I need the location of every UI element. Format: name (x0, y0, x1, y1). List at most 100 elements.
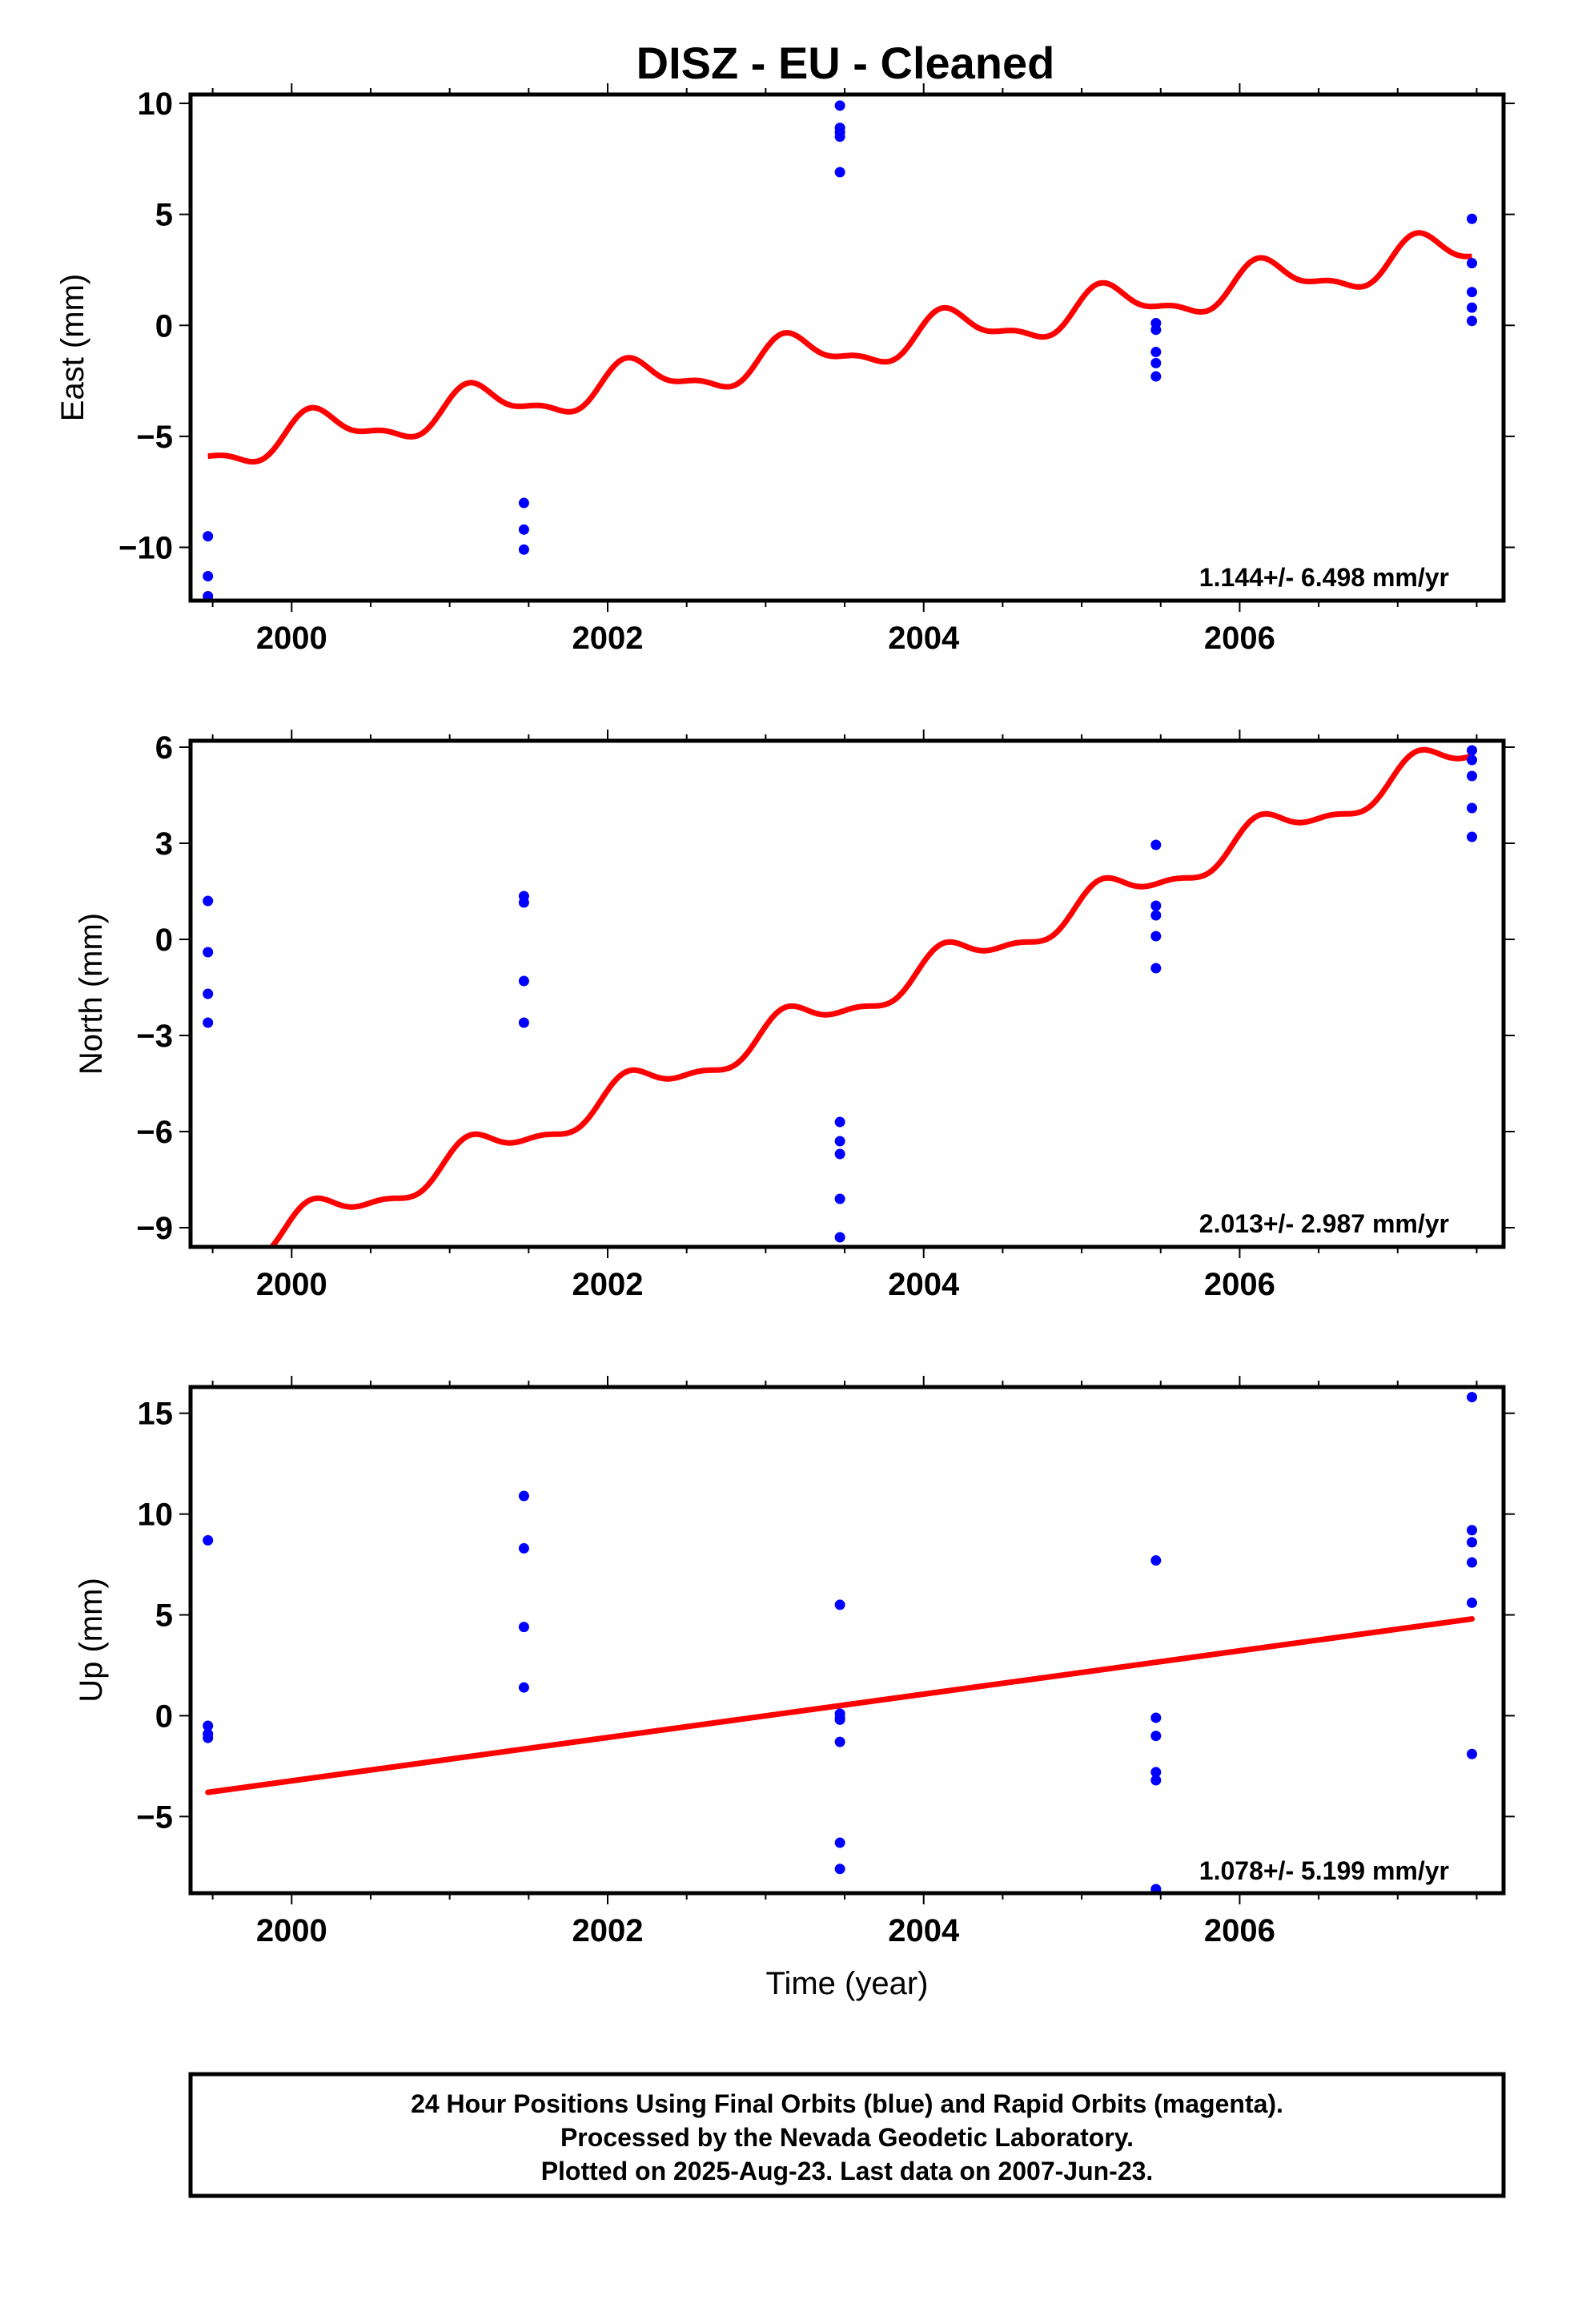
data-point (518, 897, 529, 908)
up-panel: Up (mm) 1.078+/- 5.199 mm/yr Time (year)… (74, 1376, 1515, 2001)
data-point (834, 1148, 845, 1160)
data-point (834, 1599, 845, 1610)
plot-frame (188, 92, 1506, 603)
data-point (1150, 910, 1162, 921)
north-rate-label: 2.013+/- 2.987 mm/yr (1199, 1209, 1449, 1238)
footer-line-2: Processed by the Nevada Geodetic Laborat… (560, 2123, 1134, 2152)
data-point (834, 167, 845, 178)
data-point (518, 497, 529, 509)
y-tick-label: 0 (155, 308, 173, 344)
data-point (518, 1542, 529, 1554)
x-tick-label: 2006 (1204, 621, 1275, 656)
y-tick-label: 5 (155, 1598, 173, 1634)
data-point (1467, 1557, 1478, 1568)
up-rate-label: 1.078+/- 5.199 mm/yr (1199, 1856, 1449, 1885)
east-panel: East (mm) 1.144+/- 6.498 mm/yr 2000 2002 2… (55, 83, 1515, 656)
x-tick-label: 2006 (1204, 1267, 1275, 1302)
x-tick-label: 2002 (572, 1267, 644, 1302)
data-point (518, 1682, 529, 1693)
data-point (1467, 213, 1478, 224)
y-tick-label: 6 (155, 730, 173, 766)
y-tick-label: −9 (136, 1211, 173, 1246)
x-tick-label: 2004 (888, 621, 960, 656)
data-point (834, 1136, 845, 1147)
data-point (1150, 324, 1162, 336)
y-tick-label: −5 (136, 420, 173, 455)
data-point (1150, 1731, 1162, 1742)
data-point (1150, 1712, 1162, 1723)
plot-frame (188, 1385, 1506, 1896)
x-tick-label: 2004 (888, 1913, 960, 1948)
data-point (1150, 1775, 1162, 1786)
y-tick-label: −10 (118, 530, 173, 565)
data-point (1467, 287, 1478, 298)
data-point (203, 1720, 214, 1731)
y-tick-label: 5 (155, 198, 173, 233)
x-tick-label: 2002 (572, 621, 644, 656)
data-point (834, 1837, 845, 1848)
east-rate-label: 1.144+/- 6.498 mm/yr (1199, 563, 1449, 592)
x-tick-label: 2002 (572, 1913, 644, 1948)
y-tick-label: 0 (155, 1699, 173, 1734)
data-point (834, 131, 845, 143)
y-tick-label: −5 (136, 1799, 173, 1835)
fit-line (205, 1616, 1476, 1795)
data-point (203, 988, 214, 999)
data-point (1150, 900, 1162, 911)
fit-line (267, 746, 1474, 1247)
x-tick-label: 2006 (1204, 1913, 1275, 1948)
data-point (1467, 770, 1478, 782)
data-point (834, 100, 845, 111)
plot-frame (188, 738, 1506, 1249)
data-point (1467, 316, 1478, 327)
y-tick-label: 15 (138, 1397, 174, 1432)
data-point (1467, 802, 1478, 814)
data-point (518, 975, 529, 987)
data-point (518, 544, 529, 555)
east-axis-label: East (mm) (55, 274, 90, 421)
data-point (1467, 1392, 1478, 1403)
y-tick-label: −3 (136, 1019, 173, 1054)
data-point (203, 1017, 214, 1028)
data-point (518, 1490, 529, 1502)
x-tick-label: 2000 (256, 1267, 327, 1302)
x-tick-label: 2000 (256, 621, 327, 656)
x-tick-label: 2004 (888, 1267, 960, 1302)
data-point (203, 1534, 214, 1546)
data-point (834, 1864, 845, 1875)
data-point (1467, 1748, 1478, 1759)
data-point (203, 895, 214, 907)
footer-line-3: Plotted on 2025-Aug-23. Last data on 200… (541, 2157, 1154, 2185)
data-point (1467, 258, 1478, 269)
up-axis-label: Up (mm) (74, 1578, 109, 1703)
north-panel: North (mm) 2.013+/- 2.987 mm/yr 2000 2002… (74, 730, 1515, 1302)
data-point (834, 1736, 845, 1747)
y-tick-label: 10 (138, 86, 174, 122)
data-point (1467, 302, 1478, 313)
data-point (1467, 831, 1478, 842)
footer-line-1: 24 Hour Positions Using Final Orbits (bl… (411, 2089, 1283, 2118)
data-point (1150, 347, 1162, 358)
data-point (518, 1017, 529, 1028)
data-point (518, 524, 529, 535)
data-point (1150, 963, 1162, 974)
y-tick-label: 0 (155, 923, 173, 958)
chart-title: DISZ - EU - Cleaned (636, 38, 1055, 88)
time-axis-label: Time (year) (766, 1966, 929, 2001)
data-point (1150, 931, 1162, 942)
data-point (1467, 1525, 1478, 1536)
data-point (203, 1732, 214, 1743)
data-point (203, 947, 214, 958)
data-point (834, 1232, 845, 1243)
data-point (1467, 1597, 1478, 1608)
x-tick-label: 2000 (256, 1913, 327, 1948)
data-point (834, 1193, 845, 1204)
data-point (1467, 745, 1478, 756)
data-point (1150, 371, 1162, 382)
data-point (203, 590, 214, 601)
data-point (834, 1714, 845, 1725)
data-point (203, 571, 214, 582)
footer-box: 24 Hour Positions Using Final Orbits (bl… (188, 2072, 1506, 2198)
y-tick-label: 10 (138, 1498, 174, 1533)
